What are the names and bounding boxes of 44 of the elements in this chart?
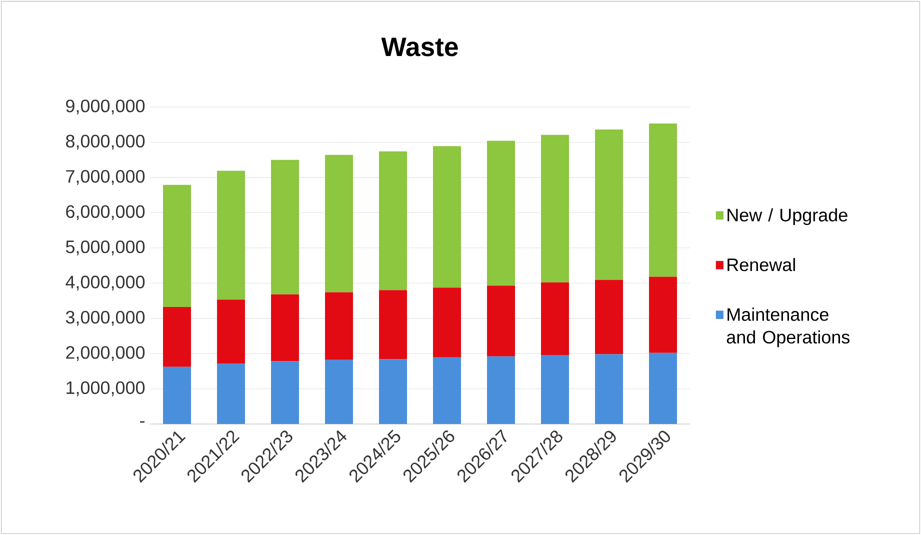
bar — [541, 134, 570, 282]
bar — [649, 276, 677, 353]
bar — [595, 280, 623, 354]
bar — [163, 184, 192, 308]
bar — [163, 366, 192, 424]
bar — [379, 359, 408, 424]
bar — [379, 290, 408, 360]
y-tick-label: 9,000,000 — [66, 100, 145, 114]
y-tick-label: 5,000,000 — [66, 240, 145, 256]
bar — [163, 307, 192, 367]
bar — [433, 357, 462, 424]
bar — [541, 282, 570, 355]
legend-label: New / Upgrade — [728, 208, 848, 226]
bar — [649, 124, 677, 277]
bar — [541, 354, 570, 424]
y-tick-label: 6,000,000 — [66, 205, 145, 220]
y-tick-label: - — [140, 421, 144, 423]
bar — [217, 170, 246, 300]
bar — [325, 360, 354, 424]
bar — [595, 354, 623, 424]
bar — [271, 160, 300, 294]
bar — [433, 288, 462, 358]
bar — [487, 356, 516, 424]
bar — [487, 286, 516, 356]
chart-title: Waste — [381, 38, 458, 56]
bar — [379, 151, 408, 290]
y-tick-label: 4,000,000 — [66, 276, 145, 291]
y-tick-label: 2,000,000 — [66, 346, 145, 361]
bar — [217, 364, 246, 424]
bar — [271, 294, 300, 362]
bar — [487, 140, 516, 286]
y-tick-label: 7,000,000 — [66, 170, 145, 185]
bar — [433, 146, 462, 288]
y-tick-label: 8,000,000 — [66, 134, 145, 150]
bar — [325, 154, 354, 292]
bar — [649, 352, 677, 424]
legend-label: Renewal — [728, 258, 795, 272]
bar — [595, 130, 623, 280]
y-tick-label: 3,000,000 — [66, 310, 145, 326]
bar — [217, 300, 246, 364]
bar — [325, 292, 354, 360]
y-tick-label: 1,000,000 — [66, 381, 145, 396]
legend-label: Maintenance and Operations — [726, 308, 850, 348]
bar — [271, 361, 300, 424]
